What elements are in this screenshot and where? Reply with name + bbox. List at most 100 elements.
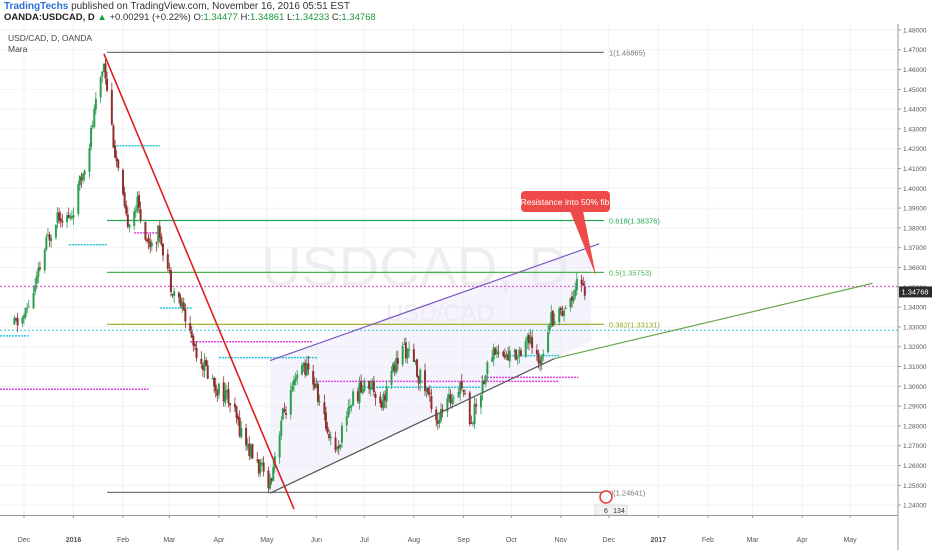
candle-body <box>281 408 284 420</box>
candle-body <box>182 302 185 311</box>
candle-body <box>414 361 417 363</box>
time-tick-label: Dec <box>603 537 616 544</box>
candle-body <box>158 226 161 238</box>
channel-fill <box>270 246 592 494</box>
candle-body <box>368 380 371 389</box>
candle-body <box>491 357 494 362</box>
candle-body <box>448 394 450 400</box>
candle-body <box>312 371 315 385</box>
candle-body <box>404 342 407 359</box>
price-tick-label: 1.26000 <box>903 463 927 470</box>
candle-body <box>48 234 51 241</box>
candle-body <box>503 356 506 358</box>
candle-body <box>296 374 299 379</box>
price-chart[interactable]: USDCAD, D USD/CAD 1(1.46865) 0.618(1.3837… <box>0 24 932 550</box>
plot-background <box>0 24 898 515</box>
time-axis[interactable]: Dec 2016 Feb Mar Apr May Jun Jul Aug Sep Oct Nov Dec… <box>18 515 857 544</box>
trendlines <box>103 53 873 510</box>
candle-body <box>315 383 318 388</box>
time-tick-label: Aug <box>408 537 421 544</box>
price-tick-label: 1.31000 <box>903 364 927 371</box>
candle-body <box>441 409 444 412</box>
candle-body <box>527 334 530 344</box>
candle-body <box>412 349 415 362</box>
event-icon <box>599 490 613 504</box>
candle-body <box>356 391 359 402</box>
time-tick-label: Sep <box>457 537 470 544</box>
candle-body <box>436 420 439 424</box>
time-tick-label: Mar <box>747 537 760 544</box>
candle-body <box>494 348 497 355</box>
candle-body <box>305 363 308 376</box>
candle-body <box>181 301 184 308</box>
candle-body <box>347 407 350 418</box>
open-label: O: <box>193 12 204 23</box>
candle-body <box>91 125 94 127</box>
price-tick-label: 1.28000 <box>903 423 927 430</box>
candle-body <box>569 298 572 307</box>
candle-body <box>138 195 141 208</box>
brand-name[interactable]: TradingTechs <box>4 1 69 12</box>
candle-body <box>161 243 164 256</box>
candle-body <box>427 388 430 395</box>
candle-body <box>385 386 388 402</box>
candle-body <box>537 353 540 363</box>
candle-body <box>147 238 150 242</box>
candle-body <box>361 389 364 394</box>
candle-body <box>216 390 219 396</box>
candle-body <box>318 401 321 403</box>
candle-body <box>61 220 64 223</box>
high-value: 1.34861 <box>249 12 285 23</box>
candle-body <box>313 383 316 389</box>
price-tick-label: 1.27000 <box>903 443 927 450</box>
channel-shading <box>270 246 592 494</box>
price-tick-label: 1.29000 <box>903 404 927 411</box>
candle-body <box>67 214 70 218</box>
candle-body <box>150 242 153 247</box>
price-tick-label: 1.42000 <box>903 146 927 153</box>
price-tick-label: 1.48000 <box>903 27 927 34</box>
candle-body <box>54 224 57 238</box>
candle-body <box>358 382 361 403</box>
event-count: 134 <box>613 508 625 515</box>
price-axis[interactable]: 1.48000 1.47000 1.46000 1.45000 1.44000 1.430… <box>898 27 927 510</box>
candle-body <box>563 310 566 316</box>
candle-body <box>582 283 585 286</box>
candle-body <box>214 384 217 392</box>
candle-body <box>460 380 463 389</box>
fib-label: 0.382(1.33131) <box>609 320 660 329</box>
candle-body <box>26 307 29 309</box>
resistance-callout[interactable]: Resistance into 50% fib <box>521 191 610 276</box>
candle-body <box>513 350 516 352</box>
candle-body <box>66 215 69 223</box>
grid-lines <box>0 24 898 515</box>
price-tick-label: 1.33000 <box>903 324 927 331</box>
time-tick-label: May <box>260 537 274 544</box>
candle-body <box>13 317 16 325</box>
candles <box>13 59 586 494</box>
price-tick-label: 1.43000 <box>903 126 927 133</box>
candle-body <box>515 349 518 360</box>
time-tick-label: Feb <box>117 537 129 544</box>
candle-body <box>149 241 152 248</box>
candle-body <box>564 307 567 309</box>
chart-canvas[interactable]: USDCAD, D USD/CAD 1(1.46865)0.618(1.3837… <box>0 24 932 550</box>
candle-body <box>173 291 176 296</box>
candle-body <box>352 391 355 406</box>
candle-body <box>323 402 326 414</box>
candle-body <box>32 293 35 309</box>
candle-body <box>449 394 452 404</box>
candle-body <box>505 354 508 358</box>
candle-body <box>540 356 543 364</box>
candle-body <box>126 214 129 227</box>
candle-body <box>486 362 489 375</box>
candle-body <box>37 267 40 277</box>
candle-body <box>470 423 473 425</box>
candle-body <box>374 394 377 399</box>
current-price-tag: 1.34768 <box>899 286 932 298</box>
candle-body <box>462 390 465 392</box>
time-tick-label: 2017 <box>651 537 667 544</box>
open-value: 1.34477 <box>203 12 238 23</box>
candle-body <box>316 384 319 402</box>
candle-body <box>428 392 431 395</box>
